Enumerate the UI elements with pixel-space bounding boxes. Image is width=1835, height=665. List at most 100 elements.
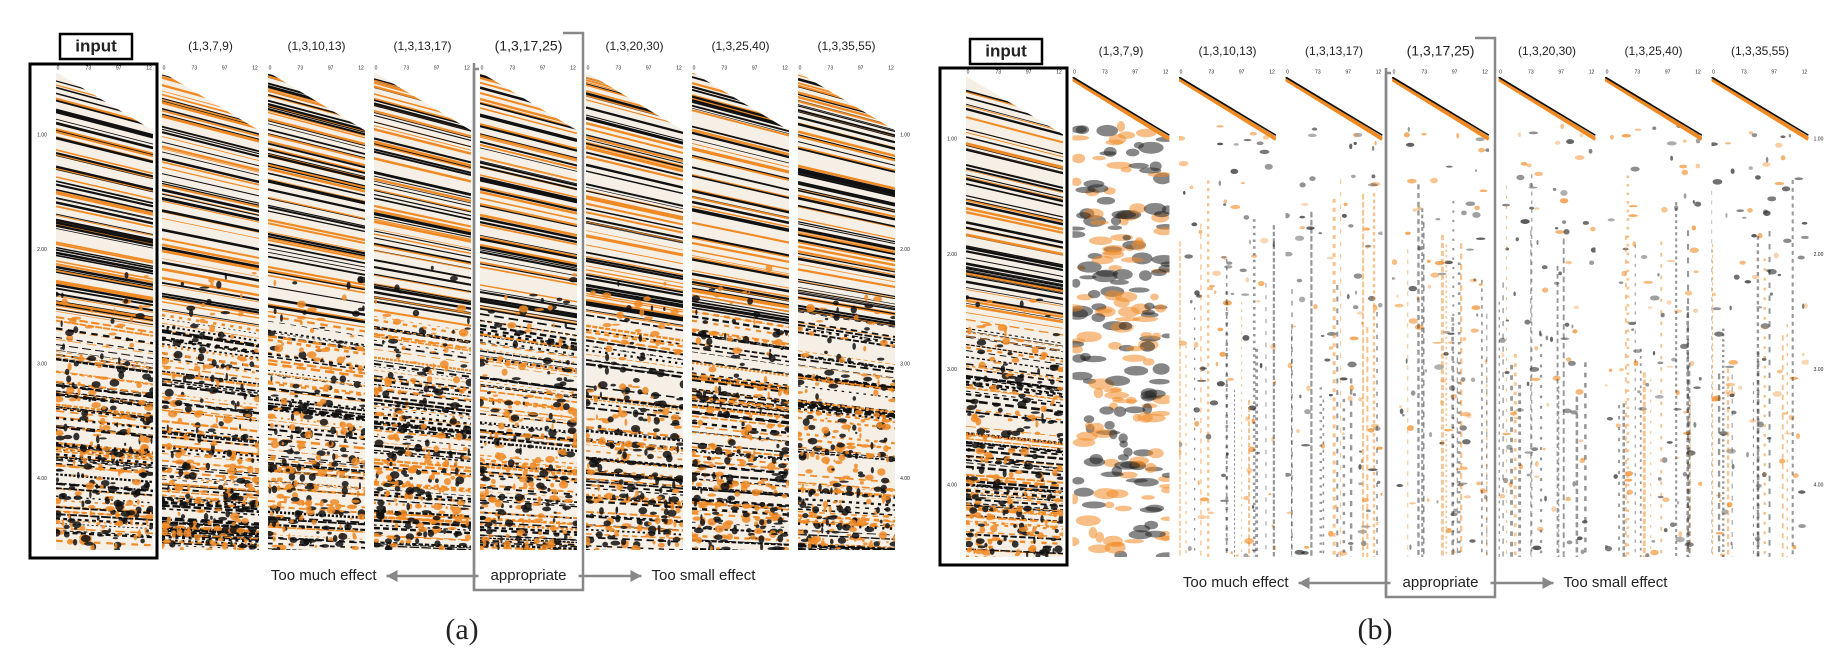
seismic-blob bbox=[639, 308, 645, 317]
seismic-blob bbox=[1003, 326, 1007, 334]
arrow-head bbox=[386, 570, 398, 582]
seismic-reflector bbox=[480, 522, 577, 531]
seismic-blob bbox=[1618, 368, 1625, 372]
seismic-blob bbox=[780, 508, 784, 512]
top-tick-label: 0 bbox=[587, 65, 590, 71]
seismic-blob bbox=[245, 483, 253, 488]
seismic-reflector bbox=[480, 498, 577, 506]
seismic-blob bbox=[1789, 376, 1799, 380]
seismic-blob bbox=[1081, 501, 1107, 509]
seismic-reflector bbox=[798, 257, 895, 279]
seismic-blob bbox=[716, 497, 724, 501]
seismic-blob bbox=[553, 475, 558, 479]
seismic-reflector bbox=[798, 410, 895, 424]
seismic-blob bbox=[652, 540, 656, 545]
seismic-blob bbox=[1409, 544, 1412, 551]
seismic-blob bbox=[984, 543, 988, 547]
seismic-blob bbox=[774, 339, 783, 346]
seismic-blob bbox=[352, 535, 357, 540]
seismic-blob bbox=[695, 482, 703, 487]
top-tick-label: 97 bbox=[1239, 69, 1245, 75]
seismic-blob bbox=[143, 436, 151, 444]
seismic-blob bbox=[767, 391, 770, 400]
seismic-blob bbox=[759, 407, 762, 415]
seismic-blob bbox=[73, 531, 83, 534]
seismic-blob bbox=[1124, 406, 1146, 414]
seismic-reflector bbox=[480, 526, 577, 534]
seismic-blob bbox=[587, 500, 595, 504]
seismic-blob bbox=[1436, 500, 1439, 504]
seismic-blob bbox=[236, 470, 244, 473]
seismic-reflector bbox=[798, 242, 895, 263]
seismic-blob bbox=[251, 458, 255, 463]
seismic-blob bbox=[1248, 239, 1252, 245]
seismic-blob bbox=[282, 365, 287, 368]
seismic-blob bbox=[563, 376, 568, 382]
seismic-reflector bbox=[692, 315, 789, 333]
seismic-blob bbox=[458, 542, 467, 547]
seismic-reflector bbox=[692, 398, 789, 411]
seismic-reflector bbox=[56, 406, 153, 421]
seismic-reflector bbox=[692, 449, 789, 460]
seismic-blob bbox=[132, 478, 142, 486]
seismic-blob bbox=[1144, 302, 1155, 310]
seismic-blob bbox=[721, 546, 731, 550]
seismic-blob bbox=[1016, 549, 1021, 556]
seismic-blob bbox=[968, 546, 973, 552]
seismic-blob bbox=[1347, 542, 1354, 545]
seismic-blob bbox=[480, 501, 490, 505]
seismic-blob bbox=[1244, 538, 1255, 545]
seismic-reflector bbox=[162, 407, 259, 420]
seismic-blob bbox=[1711, 142, 1718, 146]
seismic-reflector bbox=[692, 241, 789, 264]
seismic-blob bbox=[1669, 522, 1676, 528]
seismic-reflector bbox=[586, 164, 683, 189]
seismic-blob bbox=[465, 519, 470, 527]
seismic-blob bbox=[595, 414, 599, 421]
seismic-blob bbox=[225, 509, 231, 518]
seismic-blob bbox=[722, 498, 728, 501]
seismic-blob bbox=[604, 366, 609, 375]
seismic-reflector bbox=[798, 170, 895, 196]
seismic-reflector bbox=[966, 287, 1063, 305]
seismic-blob bbox=[786, 511, 789, 518]
seismic-panel bbox=[1285, 77, 1383, 557]
seismic-reflector bbox=[268, 105, 365, 133]
seismic-blob bbox=[586, 525, 591, 528]
seismic-reflector bbox=[56, 242, 153, 263]
seismic-reflector bbox=[586, 116, 683, 144]
seismic-blob bbox=[1365, 509, 1371, 513]
seismic-reflector bbox=[966, 207, 1063, 231]
seismic-blob bbox=[1358, 482, 1363, 486]
top-tick-label: 97 bbox=[328, 65, 334, 71]
seismic-blob bbox=[1683, 193, 1687, 199]
seismic-reflector bbox=[374, 140, 471, 167]
seismic-blob bbox=[617, 450, 623, 455]
seismic-blob bbox=[269, 511, 274, 517]
seismic-blob bbox=[1050, 503, 1058, 510]
seismic-reflector bbox=[268, 303, 365, 321]
seismic-reflector bbox=[798, 376, 895, 391]
seismic-reflector bbox=[798, 407, 895, 421]
seismic-blob bbox=[607, 427, 611, 431]
seismic-reflector bbox=[798, 268, 895, 289]
seismic-reflector bbox=[966, 304, 1063, 324]
seismic-blob bbox=[657, 538, 665, 543]
seismic-blob bbox=[841, 524, 852, 531]
seismic-reflector bbox=[268, 167, 365, 192]
seismic-blob bbox=[315, 348, 322, 352]
seismic-blob bbox=[713, 293, 720, 298]
seismic-blob bbox=[1132, 316, 1158, 322]
seismic-blob bbox=[859, 433, 862, 439]
seismic-blob bbox=[1076, 212, 1091, 219]
seismic-reflector bbox=[798, 135, 895, 162]
seismic-blob bbox=[387, 536, 397, 540]
seismic-blob bbox=[95, 476, 103, 481]
seismic-blob bbox=[886, 456, 890, 463]
panel-mask bbox=[587, 73, 683, 131]
seismic-reflector bbox=[56, 407, 153, 419]
seismic-reflector bbox=[692, 300, 789, 319]
seismic-blob bbox=[351, 499, 360, 503]
seismic-reflector bbox=[480, 246, 577, 268]
seismic-reflector bbox=[56, 281, 153, 301]
